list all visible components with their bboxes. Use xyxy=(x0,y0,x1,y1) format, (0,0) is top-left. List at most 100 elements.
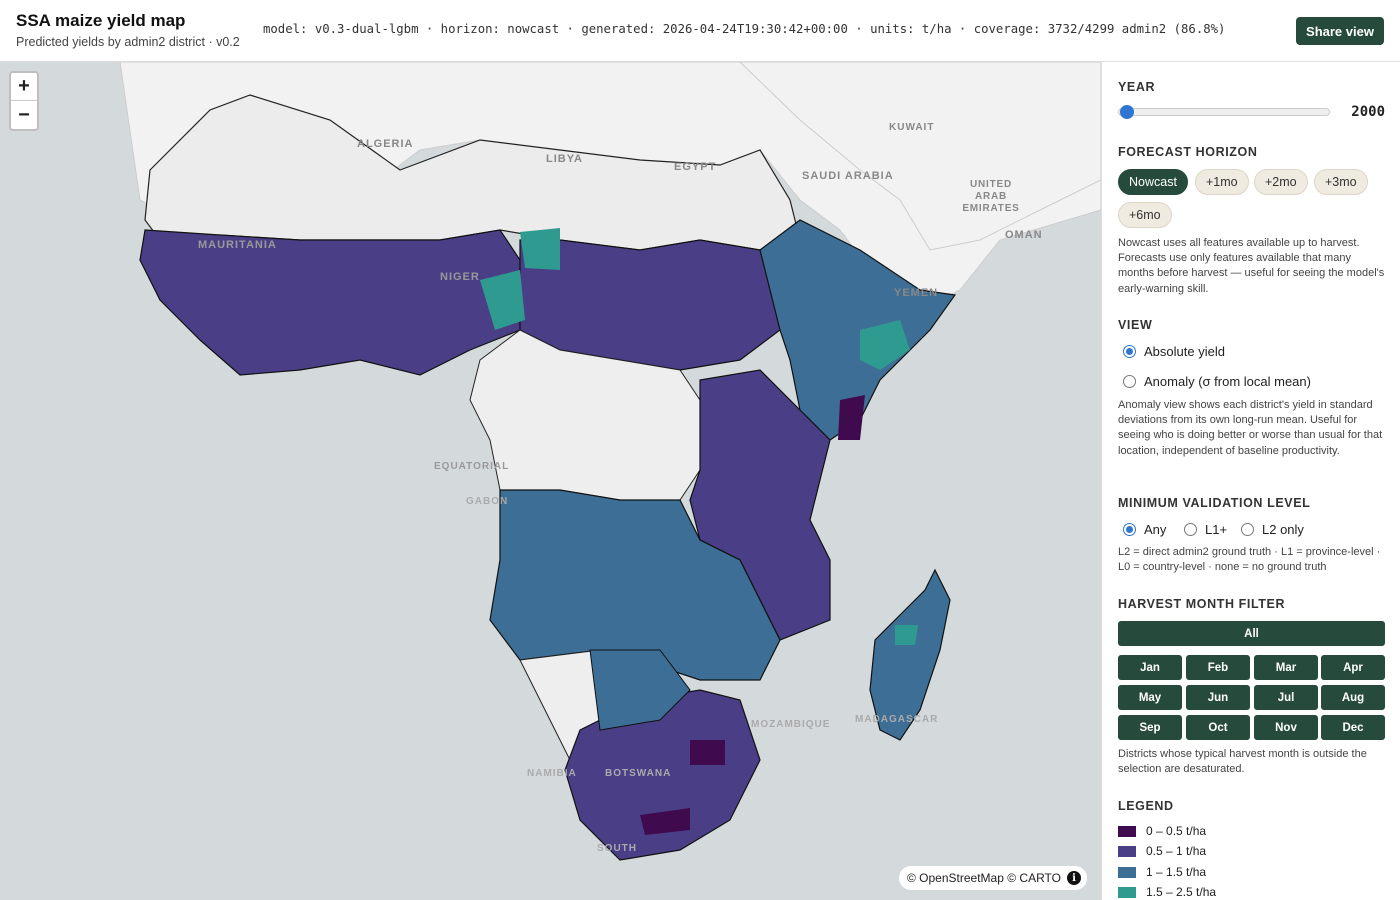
label-namibia: NAMIBIA xyxy=(527,768,577,779)
legend-item: 0.5 – 1 t/ha xyxy=(1118,844,1206,858)
label-south: SOUTH xyxy=(597,843,637,854)
harvest-month-may[interactable]: May xyxy=(1118,685,1182,710)
map-svg xyxy=(119,62,1101,861)
horizon-help: Nowcast uses all features available up t… xyxy=(1118,237,1385,295)
madagascar-island xyxy=(869,568,951,741)
harvest-month-jul[interactable]: Jul xyxy=(1254,685,1318,710)
legend-item: 0 – 0.5 t/ha xyxy=(1118,824,1206,838)
legend-label: 1.5 – 2.5 t/ha xyxy=(1146,885,1217,899)
label-libya: LIBYA xyxy=(546,153,583,165)
label-niger: NIGER xyxy=(440,271,480,283)
label-mauritania: MAURITANIA xyxy=(198,239,277,251)
run-metadata: model: v0.3-dual-lgbm · horizon: nowcast… xyxy=(263,22,1226,36)
radio-l1[interactable] xyxy=(1184,523,1197,536)
validation-l1-label: L1+ xyxy=(1205,522,1228,537)
horizon-6mo[interactable]: +6mo xyxy=(1118,202,1172,228)
view-anomaly-label: Anomaly (σ from local mean) xyxy=(1144,374,1311,389)
harvest-month-mar[interactable]: Mar xyxy=(1254,655,1318,680)
teal-patch-ethiopia xyxy=(860,320,910,370)
validation-any-label: Any xyxy=(1144,522,1167,537)
teal-patch-nigeria xyxy=(480,270,525,330)
harvest-month-nov[interactable]: Nov xyxy=(1254,715,1318,740)
harvest-all-button[interactable]: All xyxy=(1118,621,1385,646)
radio-absolute[interactable] xyxy=(1123,345,1136,358)
label-mozambique: MOZAMBIQUE xyxy=(751,719,831,730)
harvest-month-jan[interactable]: Jan xyxy=(1118,655,1182,680)
horizon-3mo[interactable]: +3mo xyxy=(1314,169,1368,195)
zoom-control: + − xyxy=(9,71,39,131)
harvest-section-title: HARVEST MONTH FILTER xyxy=(1118,597,1286,611)
horizon-section-title: FORECAST HORIZON xyxy=(1118,145,1258,159)
app-header: SSA maize yield map Predicted yields by … xyxy=(0,0,1400,62)
label-algeria: ALGERIA xyxy=(357,138,414,150)
validation-l1-option[interactable]: L1+ xyxy=(1184,522,1227,537)
label-madagascar: MADAGASCAR xyxy=(855,714,939,725)
label-botswana: BOTSWANA xyxy=(605,768,672,779)
label-saudi: SAUDI ARABIA xyxy=(802,170,894,182)
legend-swatch xyxy=(1118,845,1136,857)
harvest-month-dec[interactable]: Dec xyxy=(1321,715,1385,740)
horizon-1mo[interactable]: +1mo xyxy=(1195,169,1249,195)
legend-swatch xyxy=(1118,886,1136,898)
app-title: SSA maize yield map xyxy=(16,11,186,30)
label-kuwait: KUWAIT xyxy=(889,122,935,133)
ssa-botswana xyxy=(589,649,691,731)
year-slider-handle[interactable] xyxy=(1120,105,1134,119)
legend-label: 0 – 0.5 t/ha xyxy=(1146,824,1207,838)
label-equatorial: EQUATORIAL xyxy=(434,461,510,472)
year-slider-row: 2000 xyxy=(1118,62,1385,132)
validation-any-option[interactable]: Any xyxy=(1123,522,1166,537)
map-canvas[interactable]: ALGERIA LIBYA EGYPT KUWAIT SAUDI ARABIA … xyxy=(0,62,1101,900)
validation-l2-label: L2 only xyxy=(1262,522,1304,537)
harvest-month-aug[interactable]: Aug xyxy=(1321,685,1385,710)
legend-swatch xyxy=(1118,866,1136,878)
radio-l2[interactable] xyxy=(1241,523,1254,536)
label-oman: OMAN xyxy=(1005,229,1043,241)
dark-patch-somalia xyxy=(838,395,865,440)
radio-any[interactable] xyxy=(1123,523,1136,536)
horizon-nowcast[interactable]: Nowcast xyxy=(1118,169,1188,195)
label-uae: UNITED ARAB EMIRATES xyxy=(962,179,1020,214)
attribution-text[interactable]: © OpenStreetMap © CARTO xyxy=(907,871,1061,885)
validation-section-title: MINIMUM VALIDATION LEVEL xyxy=(1118,496,1311,510)
label-egypt: EGYPT xyxy=(674,161,717,173)
horizon-2mo[interactable]: +2mo xyxy=(1254,169,1308,195)
teal-patch-madagascar xyxy=(895,625,918,645)
zoom-in-button[interactable]: + xyxy=(11,73,37,101)
info-icon[interactable]: i xyxy=(1066,871,1081,885)
dark-patch-southafrica xyxy=(640,808,690,835)
legend-swatch xyxy=(1118,825,1136,837)
legend-label: 1 – 1.5 t/ha xyxy=(1146,865,1207,879)
share-view-button[interactable]: Share view xyxy=(1296,17,1384,45)
arabia-land xyxy=(739,62,1101,251)
ssa-central-south xyxy=(489,489,781,681)
radio-anomaly[interactable] xyxy=(1123,375,1136,388)
harvest-month-oct[interactable]: Oct xyxy=(1186,715,1250,740)
harvest-month-apr[interactable]: Apr xyxy=(1321,655,1385,680)
harvest-month-sep[interactable]: Sep xyxy=(1118,715,1182,740)
ssa-west xyxy=(139,229,521,376)
label-gabon: GABON xyxy=(466,496,509,507)
year-section-title: YEAR xyxy=(1118,80,1156,94)
harvest-help: Districts whose typical harvest month is… xyxy=(1118,748,1367,776)
validation-l2-option[interactable]: L2 only xyxy=(1241,522,1304,537)
view-anomaly-option[interactable]: Anomaly (σ from local mean) xyxy=(1123,374,1311,389)
year-slider-track[interactable] xyxy=(1118,108,1330,116)
label-yemen: YEMEN xyxy=(894,287,939,299)
legend-label: 0.5 – 1 t/ha xyxy=(1146,844,1207,858)
view-help: Anomaly view shows each district's yield… xyxy=(1118,399,1383,457)
teal-patch-sahel xyxy=(520,228,560,270)
map-attribution: © OpenStreetMap © CARTO i xyxy=(899,866,1087,890)
legend-item: 1.5 – 2.5 t/ha xyxy=(1118,885,1216,899)
view-absolute-label: Absolute yield xyxy=(1144,344,1225,359)
ssa-east xyxy=(689,369,831,641)
control-panel: YEAR 2000 FORECAST HORIZON Nowcast +1mo … xyxy=(1101,62,1400,900)
harvest-month-feb[interactable]: Feb xyxy=(1186,655,1250,680)
view-section-title: VIEW xyxy=(1118,318,1153,332)
app-subtitle: Predicted yields by admin2 district · v0… xyxy=(16,35,240,49)
harvest-month-jun[interactable]: Jun xyxy=(1186,685,1250,710)
legend-item: 1 – 1.5 t/ha xyxy=(1118,865,1206,879)
view-absolute-option[interactable]: Absolute yield xyxy=(1123,344,1225,359)
ssa-horn xyxy=(759,219,957,441)
zoom-out-button[interactable]: − xyxy=(18,103,30,126)
